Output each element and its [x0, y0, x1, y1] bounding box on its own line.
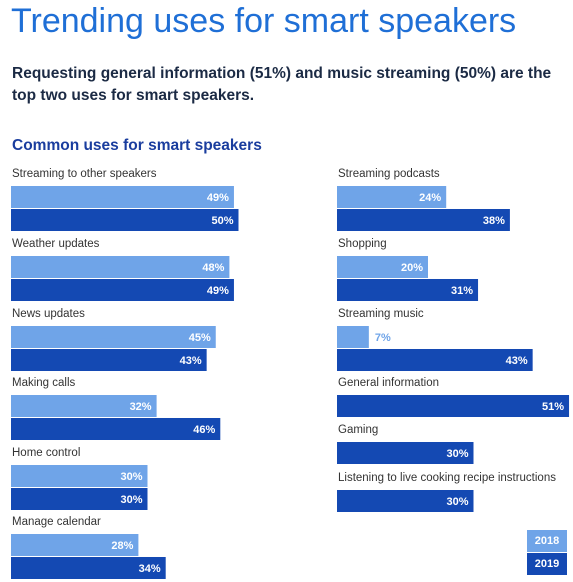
legend-item-2019: 2019 [527, 553, 567, 575]
bar-2019 [11, 349, 207, 371]
page-title: Trending uses for smart speakers [11, 2, 517, 40]
category-label: Manage calendar [12, 516, 101, 528]
bar-2019 [11, 418, 221, 440]
bar-2018 [337, 256, 428, 278]
data-label-2018: 32% [130, 401, 152, 413]
category-label: Streaming to other speakers [12, 168, 157, 180]
data-label-2019: 31% [451, 285, 473, 297]
data-label-2018: 7% [375, 332, 391, 344]
bar-2019 [11, 279, 234, 301]
data-label-2018: 49% [207, 192, 229, 204]
bar-2019 [337, 490, 474, 512]
data-label-2019: 46% [193, 424, 215, 436]
category-label: Streaming podcasts [338, 168, 440, 180]
bar-2019 [11, 557, 166, 579]
bar-2018 [11, 395, 157, 417]
data-label-2019: 30% [446, 448, 468, 460]
page-subtitle: Requesting general information (51%) and… [12, 65, 552, 104]
legend-item-2018: 2018 [527, 530, 567, 552]
category-label: Making calls [12, 377, 76, 389]
data-label-2019: 38% [483, 215, 505, 227]
bar-2018 [11, 465, 148, 487]
bar-2018 [11, 186, 234, 208]
data-label-2019: 51% [542, 401, 564, 413]
data-label-2019: 43% [180, 355, 202, 367]
data-label-2019: 49% [207, 285, 229, 297]
category-label: Listening to live cooking recipe instruc… [338, 472, 556, 484]
bar-2019 [337, 209, 510, 231]
category-label: Gaming [338, 424, 378, 436]
data-label-2019: 30% [120, 494, 142, 506]
section-title: Common uses for smart speakers [12, 137, 262, 154]
bar-2018 [337, 186, 447, 208]
category-label: Streaming music [338, 308, 424, 320]
bar-2019 [337, 349, 533, 371]
data-label-2019: 43% [506, 355, 528, 367]
data-label-2018: 24% [419, 192, 441, 204]
bar-2019 [337, 279, 479, 301]
bar-2019 [11, 488, 148, 510]
bar-2018 [337, 326, 369, 348]
category-label: Weather updates [12, 238, 100, 250]
bar-2018 [11, 534, 139, 556]
category-label: Home control [12, 447, 80, 459]
data-label-2018: 28% [111, 540, 133, 552]
category-label: Shopping [338, 238, 387, 250]
category-label: General information [338, 377, 439, 389]
bar-2019 [11, 209, 239, 231]
bar-2018 [11, 326, 216, 348]
category-label: News updates [12, 308, 85, 320]
bar-2019 [337, 395, 570, 417]
data-label-2018: 45% [189, 332, 211, 344]
data-label-2019: 30% [446, 496, 468, 508]
bar-2018 [11, 256, 230, 278]
data-label-2018: 30% [120, 471, 142, 483]
data-label-2018: 20% [401, 262, 423, 274]
data-label-2018: 48% [202, 262, 224, 274]
data-label-2019: 34% [139, 563, 161, 575]
bar-2019 [337, 442, 474, 464]
data-label-2019: 50% [211, 215, 233, 227]
